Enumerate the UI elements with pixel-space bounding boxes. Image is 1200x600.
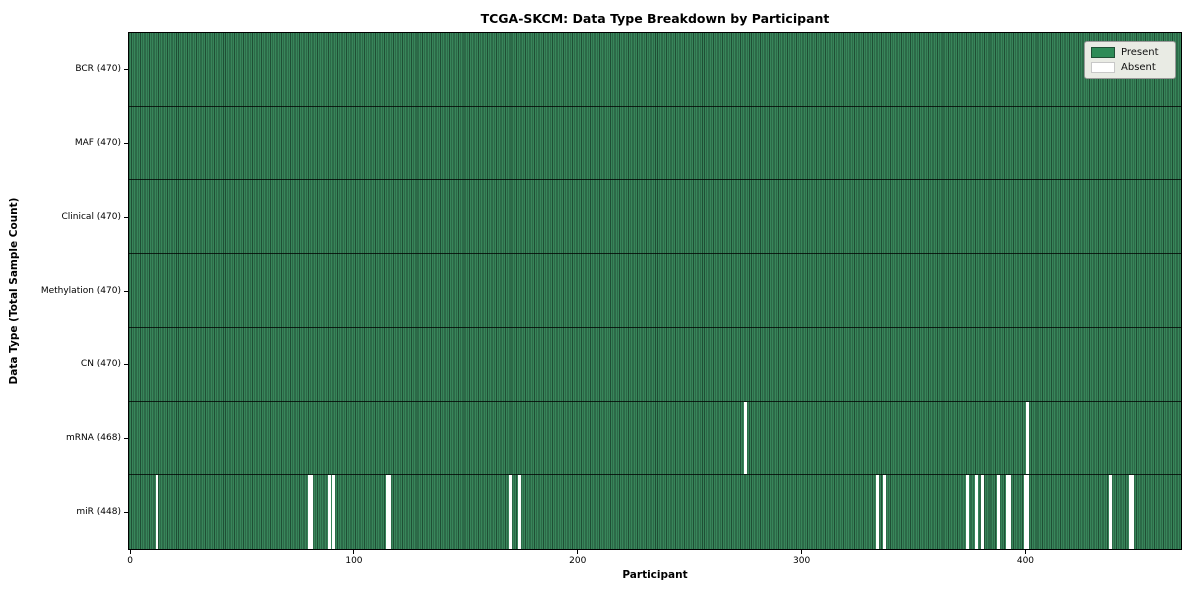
absent-mark [744,401,748,475]
absent-mark [509,475,513,549]
y-tick-mark [124,364,128,366]
absent-mark [1024,475,1027,549]
absent-mark [965,475,969,549]
y-tick-label-Clinical: Clinical (470) [61,211,121,222]
legend-label-absent: Absent [1121,62,1156,73]
x-tick-mark [129,550,131,554]
legend-entry-present: Present [1091,47,1168,58]
absent-mark [1006,475,1009,549]
y-tick-label-MAF: MAF (470) [74,138,121,149]
absent-mark [518,475,521,549]
x-tick-label-300: 300 [793,556,811,566]
x-tick-label-0: 0 [127,556,133,566]
absent-mark [1131,475,1135,549]
x-tick-mark [801,550,803,554]
heatmap-row-Clinical [129,180,1181,255]
legend: Present Absent [1084,41,1176,79]
x-axis-label: Participant [622,569,688,581]
y-tick-label-miR: miR (448) [76,506,121,517]
absent-mark [974,475,978,549]
heatmap-row-BCR [129,33,1181,107]
y-tick-mark [124,511,128,513]
x-tick-mark [353,550,355,554]
y-tick-label-Methylation: Methylation (470) [40,285,121,296]
x-tick-mark [577,550,579,554]
y-tick-mark [124,143,128,145]
absent-mark [883,475,886,549]
absent-mark [1109,475,1112,549]
x-tick-mark [1024,550,1026,554]
present-swatch-icon [1091,47,1115,58]
heatmap-row-miR [129,475,1181,549]
heatmap-row-MAF [129,106,1181,181]
y-tick-label-BCR: BCR (470) [75,64,121,75]
absent-mark [1026,401,1030,475]
absent-mark [1129,475,1133,549]
heatmap-row-Methylation [129,254,1181,328]
absent-mark [386,475,389,549]
legend-label-present: Present [1121,47,1159,58]
absent-mark [1008,475,1012,549]
heatmap-row-mRNA [129,401,1181,476]
y-tick-label-mRNA: mRNA (468) [66,432,121,443]
absent-mark [307,475,311,549]
absent-mark [155,475,159,549]
absent-mark [310,475,313,549]
plot-area [128,32,1182,550]
y-tick-label-CN: CN (470) [80,359,121,370]
chart-title: TCGA-SKCM: Data Type Breakdown by Partic… [480,11,830,26]
absent-mark [1026,475,1030,549]
x-tick-label-100: 100 [345,556,363,566]
absent-mark [997,475,1000,549]
y-tick-mark [124,290,128,292]
x-tick-label-400: 400 [1016,556,1035,566]
absent-mark [981,475,985,549]
y-tick-mark [124,69,128,71]
x-tick-label-200: 200 [569,556,587,566]
absent-mark [388,475,392,549]
absent-mark [876,475,880,549]
y-tick-mark [124,437,128,439]
legend-entry-absent: Absent [1091,62,1168,73]
absent-swatch-icon [1091,62,1115,73]
absent-mark [327,475,331,549]
y-tick-mark [124,216,128,218]
heatmap-row-CN [129,327,1181,402]
absent-mark [332,475,336,549]
